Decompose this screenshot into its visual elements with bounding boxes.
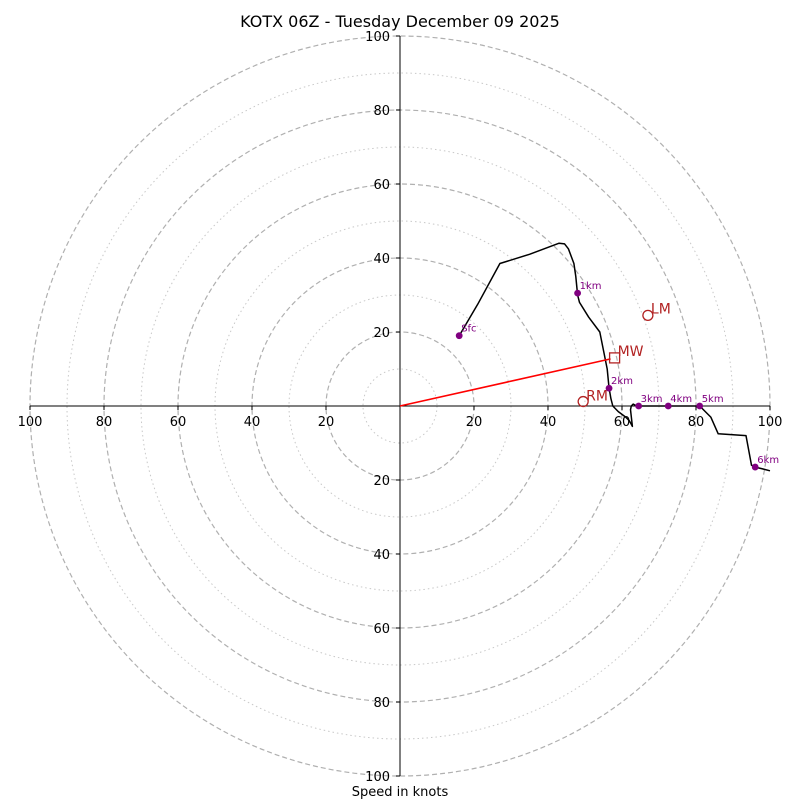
chart-title: KOTX 06Z - Tuesday December 09 2025 [240, 12, 560, 31]
mean-wind-label: MW [618, 344, 644, 360]
right-mover-marker [577, 395, 589, 408]
height-marker-label: 2km [611, 376, 633, 387]
height-marker-6km [751, 463, 759, 471]
tick-labels: 100 80 60 40 20 20 40 60 80 100 20 40 60 80 100 20 40 60 8… [18, 30, 783, 785]
height-markers: Sfc 1km 2km 3km 4km 5km 6km [455, 281, 779, 471]
height-marker-label: 4km [670, 394, 692, 405]
height-marker-1km [574, 289, 581, 297]
height-marker-label: 3km [641, 394, 663, 405]
x-tick-label: 80 [688, 415, 705, 430]
height-marker-3km [635, 402, 643, 410]
y-tick-label: 100 [365, 770, 390, 785]
y-tick-label: 80 [373, 104, 390, 119]
x-tick-label: 100 [758, 415, 783, 430]
mean-wind-vector [399, 358, 611, 407]
right-mover-label: RM [586, 389, 608, 405]
height-marker-label: 1km [580, 281, 602, 292]
height-marker-5km [696, 402, 704, 410]
y-tick-label: 60 [373, 178, 390, 193]
height-marker-sfc [455, 332, 463, 340]
x-tick-label: 60 [614, 415, 631, 430]
x-tick-label: 20 [466, 415, 483, 430]
height-marker-4km [664, 402, 672, 410]
x-tick-label: 100 [18, 415, 43, 430]
y-tick-label: 60 [373, 622, 390, 637]
x-tick-label: 60 [170, 415, 187, 430]
x-tick-label: 40 [540, 415, 557, 430]
left-mover-label: LM [651, 301, 671, 317]
left-mover-marker [642, 309, 654, 322]
x-tick-label: 40 [244, 415, 261, 430]
height-marker-label: 5km [702, 394, 724, 405]
height-marker-label: 6km [757, 455, 779, 466]
y-tick-label: 100 [365, 30, 390, 45]
y-tick-label: 80 [373, 696, 390, 711]
y-tick-label: 40 [373, 548, 390, 563]
y-tick-label: 20 [373, 326, 390, 341]
storm-motion: RM LM MW [577, 301, 671, 408]
x-tick-label: 20 [318, 415, 335, 430]
hodograph-series [399, 242, 771, 472]
height-marker-2km [605, 384, 613, 392]
x-axis-label: Speed in knots [352, 785, 449, 800]
mean-wind-marker [608, 352, 621, 364]
x-tick-label: 80 [96, 415, 113, 430]
height-marker-label: Sfc [461, 324, 476, 335]
y-tick-label: 40 [373, 252, 390, 267]
hodograph-trace [458, 242, 771, 472]
y-tick-label: 20 [373, 474, 390, 489]
